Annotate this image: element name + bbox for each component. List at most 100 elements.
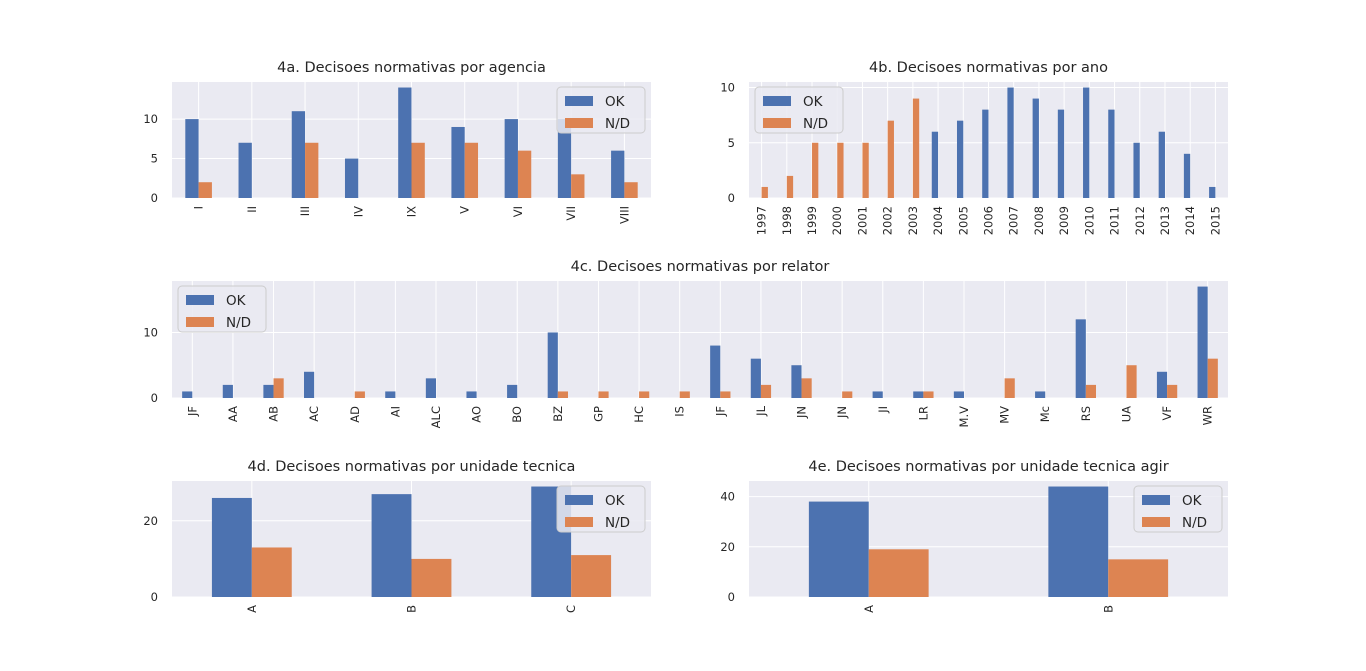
- bar-ok-bz: [547, 332, 558, 398]
- y-tick-label: 20: [720, 540, 735, 554]
- x-tick-label: I: [192, 206, 206, 209]
- legend-label-nd: N/D: [605, 515, 630, 531]
- bar-ok-2007: [1007, 87, 1014, 198]
- y-tick-label: 10: [720, 81, 735, 95]
- bar-ok-ix: [398, 87, 412, 198]
- x-tick-label: 1998: [780, 206, 794, 235]
- legend-label-ok: OK: [1182, 493, 1203, 509]
- bar-ok-vii: [557, 119, 572, 198]
- x-tick-label: 2002: [881, 206, 895, 235]
- bar-ok-v: [451, 126, 465, 198]
- bar-ok-2015: [1209, 186, 1216, 198]
- bar-nd-jf: [720, 391, 731, 398]
- bar-nd-ix: [411, 142, 425, 198]
- bar-nd-ua: [1126, 365, 1137, 398]
- bar-ok-2004: [931, 131, 939, 198]
- x-tick-label: Mc: [1038, 406, 1052, 422]
- bar-nd-vii: [571, 174, 585, 198]
- bar-ok-rs: [1075, 319, 1086, 398]
- x-tick-label: GP: [591, 406, 605, 422]
- bar-nd-jl: [760, 384, 772, 398]
- bar-nd-ab: [273, 378, 284, 398]
- chart-panel-5: 0 20 40 A B 4e. Decisoes normativas por unida…: [720, 459, 1228, 613]
- bar-ok-aa: [222, 384, 233, 398]
- x-tick-label: JI: [876, 406, 890, 414]
- bar-ok-2005: [956, 120, 964, 198]
- x-tick-label: AC: [307, 406, 321, 422]
- x-tick-label: RS: [1079, 406, 1093, 421]
- x-tick-label: JL: [754, 405, 768, 416]
- bar-ok-2012: [1133, 142, 1140, 198]
- x-tick-label: JN: [835, 406, 849, 419]
- bar-ok-iii: [291, 111, 306, 198]
- bar-ok-i: [185, 119, 199, 198]
- legend: OK N/D: [556, 86, 646, 134]
- bar-nd-a: [868, 549, 929, 597]
- bar-nd-2002: [887, 120, 894, 198]
- x-tick-label: IS: [673, 406, 687, 417]
- bar-nd-iii: [305, 142, 319, 198]
- bar-nd-a: [251, 547, 292, 597]
- x-tick-label: 2008: [1032, 206, 1046, 235]
- y-tick-label: 0: [151, 590, 158, 604]
- bar-ok-jf: [182, 391, 193, 398]
- legend-swatch-ok: [1142, 495, 1170, 505]
- bar-nd-lr: [923, 391, 934, 398]
- legend-label-nd: N/D: [1182, 515, 1207, 531]
- chart-title: 4d. Decisoes normativas por unidade tecn…: [248, 459, 576, 475]
- bar-nd-1997: [761, 186, 768, 198]
- bar-ok-wr: [1197, 286, 1208, 398]
- x-tick-label: 2006: [982, 206, 996, 235]
- bar-ok-2008: [1032, 98, 1039, 198]
- x-tick-label: IX: [405, 206, 419, 217]
- y-tick-label: 40: [720, 490, 735, 504]
- bar-nd-b: [1108, 559, 1169, 597]
- bar-ok-viii: [611, 150, 625, 198]
- y-tick-label: 5: [728, 136, 735, 150]
- bar-nd-c: [571, 555, 612, 597]
- bar-nd-wr: [1207, 358, 1218, 398]
- bar-nd-gp: [598, 391, 609, 398]
- legend: OK N/D: [177, 285, 267, 333]
- x-tick-label: III: [298, 206, 312, 216]
- bar-ok-mc: [1035, 391, 1046, 398]
- chart-title: 4b. Decisoes normativas por ano: [869, 60, 1108, 76]
- bar-nd-ad: [354, 391, 365, 398]
- plot-area: [172, 281, 1228, 398]
- bar-ok-a: [808, 501, 869, 597]
- x-tick-label: VI: [511, 206, 525, 217]
- x-tick-label: 2015: [1208, 206, 1222, 235]
- bar-nd-is: [679, 391, 690, 398]
- y-tick-label: 0: [728, 590, 735, 604]
- bar-ok-2006: [982, 109, 989, 198]
- bar-nd-mv: [1004, 378, 1015, 398]
- bar-nd-2003: [912, 98, 920, 198]
- x-tick-label: JN: [795, 406, 809, 419]
- y-tick-label: 20: [143, 514, 158, 528]
- x-tick-label: 2013: [1158, 206, 1172, 235]
- bar-nd-2001: [862, 142, 869, 198]
- bar-ok-ji: [872, 391, 883, 398]
- x-tick-label: AA: [226, 406, 240, 422]
- chart-panel-2: 0 5 10 1997 1998 1999 2000 2001 2002 2003 2004 2005…: [720, 60, 1228, 235]
- x-tick-label: 2012: [1133, 206, 1147, 235]
- x-tick-label: WR: [1201, 406, 1215, 425]
- legend-label-ok: OK: [605, 493, 626, 509]
- y-tick-label: 0: [151, 191, 158, 205]
- x-tick-label: M.V: [957, 406, 971, 428]
- bar-ok-b: [371, 494, 412, 597]
- bar-nd-jn: [842, 391, 853, 398]
- x-tick-label: B: [405, 605, 419, 613]
- chart-panel-4: 0 20 A B C 4d. Decisoes normativas por unidad…: [143, 459, 651, 613]
- bar-ok-2010: [1083, 87, 1090, 198]
- x-tick-label: B: [1101, 605, 1115, 613]
- legend-swatch-nd: [1142, 517, 1170, 527]
- y-tick-label: 0: [728, 191, 735, 205]
- x-tick-label: AI: [388, 406, 402, 417]
- legend-label-nd: N/D: [803, 116, 828, 132]
- x-tick-label: LR: [916, 406, 930, 420]
- x-tick-label: V: [458, 206, 472, 214]
- y-tick-label: 5: [151, 152, 158, 166]
